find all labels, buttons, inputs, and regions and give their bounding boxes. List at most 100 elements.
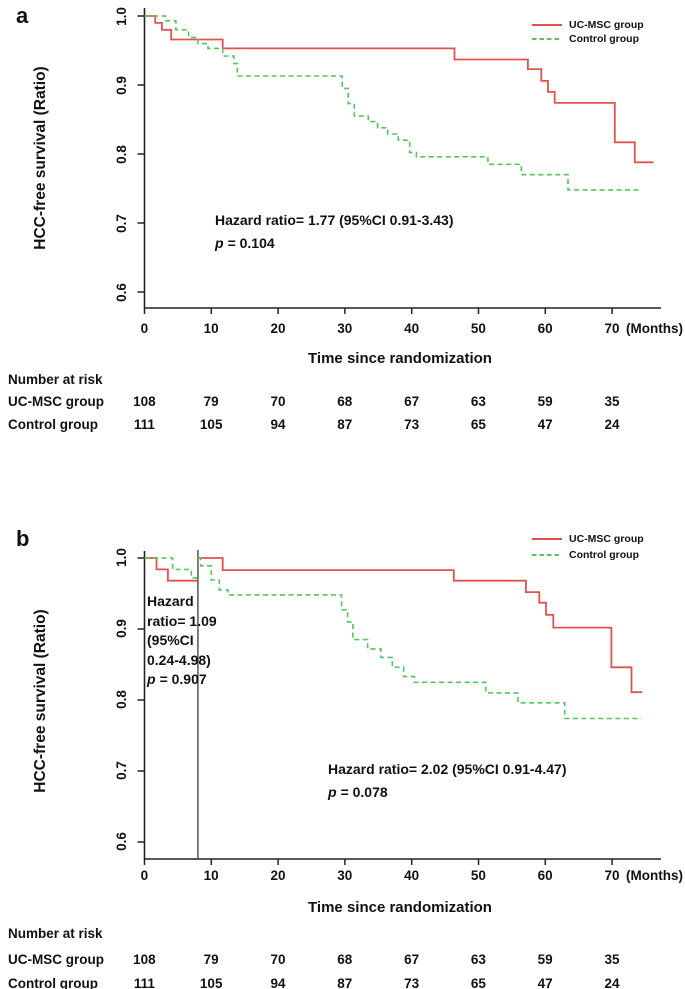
x-tick-label: 20 — [270, 321, 286, 336]
at-risk-value: 108 — [133, 394, 156, 409]
x-tick-labels-a: 0 10 20 30 40 50 60 70 — [111, 321, 646, 336]
y-tick-cell: 0.8 — [104, 664, 138, 735]
at-risk-value: 68 — [337, 394, 353, 409]
x-tick-label: 70 — [604, 321, 620, 336]
y-tick-cell: 0.7 — [104, 189, 138, 258]
hazard-ratio-lines: Hazard ratio= 1.09 (95%CI 0.24-4.98) — [147, 592, 237, 670]
at-risk-value: 108 — [133, 952, 156, 967]
legend-label-ucmsc: UC-MSC group — [569, 533, 644, 545]
at-risk-value: 70 — [270, 952, 286, 967]
y-tick-label: 1.0 — [113, 7, 129, 26]
y-tick-cell: 0.8 — [104, 120, 138, 189]
at-risk-value: 59 — [537, 952, 553, 967]
x-tick-label: 60 — [537, 321, 553, 336]
x-tick-label: 50 — [470, 321, 486, 336]
at-risk-value: 47 — [537, 976, 553, 989]
x-tick-label: 0 — [140, 321, 149, 336]
x-tick-label: 70 — [604, 868, 620, 883]
panel-a-letter: a — [16, 3, 29, 28]
at-risk-value: 105 — [199, 976, 223, 989]
km-curve-a-uc-msc-group — [144, 15, 654, 164]
x-tick-label: 10 — [203, 868, 219, 883]
legend-entry-control: Control group — [532, 547, 644, 563]
x-tick-label: 30 — [337, 868, 353, 883]
x-tick-label: 40 — [404, 868, 420, 883]
y-tick-cell: 0.7 — [104, 735, 138, 806]
km-curve-b-control-group — [197, 557, 642, 720]
x-axis-title-a: Time since randomization — [308, 350, 492, 367]
legend-entry-ucmsc: UC-MSC group — [532, 18, 644, 32]
hazard-ratio-line: Hazard ratio= 2.02 (95%CI 0.91-4.47) — [328, 761, 567, 777]
at-risk-value: 70 — [270, 394, 286, 409]
legend-label-control: Control group — [569, 549, 639, 561]
at-risk-value: 87 — [337, 976, 353, 989]
at-risk-value: 94 — [270, 976, 286, 989]
at-risk-value: 68 — [337, 952, 353, 967]
ucmsc-line-sample-icon — [532, 23, 562, 27]
at-risk-row-label-ucmsc-a: UC-MSC group — [8, 394, 104, 409]
hazard-annotation-a: Hazard ratio= 1.77 (95%CI 0.91-3.43) p = … — [215, 209, 454, 254]
y-tick-label: 0.7 — [113, 761, 129, 780]
p-value: = 0.907 — [159, 671, 207, 687]
x-axis-unit-b: (Months) — [626, 868, 683, 883]
x-tick-label: 60 — [537, 868, 553, 883]
x-tick-label: 10 — [203, 321, 219, 336]
at-risk-value: 47 — [537, 417, 553, 432]
y-tick-labels-b: 1.0 0.9 0.8 0.7 0.6 — [104, 522, 138, 877]
at-risk-value: 24 — [604, 976, 620, 989]
y-tick-label: 0.7 — [113, 214, 129, 233]
y-axis-title-b: HCC-free survival (Ratio) — [32, 609, 49, 793]
y-tick-label: 1.0 — [113, 548, 129, 567]
p-value: = 0.104 — [227, 234, 275, 251]
p-label: p — [328, 783, 337, 800]
p-value-line: p = 0.907 — [147, 670, 237, 690]
at-risk-row-label-control-b: Control group — [8, 976, 98, 989]
hazard-ratio-line: Hazard — [147, 593, 194, 609]
number-at-risk-title-b: Number at risk — [8, 926, 103, 941]
hazard-ratio-line: Hazard ratio= 1.77 (95%CI 0.91-3.43) — [215, 212, 454, 228]
ucmsc-line-sample-icon — [532, 537, 562, 541]
legend-entry-ucmsc: UC-MSC group — [532, 531, 644, 547]
y-tick-cell: 0.9 — [104, 51, 138, 120]
at-risk-value: 35 — [604, 394, 620, 409]
p-value: = 0.078 — [340, 783, 388, 800]
hazard-annotation-b-left: Hazard ratio= 1.09 (95%CI 0.24-4.98) p = 0.9… — [147, 592, 237, 690]
hazard-ratio-line: 0.24-4.98) — [147, 651, 211, 668]
x-tick-label: 20 — [270, 868, 286, 883]
km-curve-b-control-group — [144, 557, 198, 579]
y-tick-label: 0.6 — [113, 832, 129, 851]
at-risk-row-label-control-a: Control group — [8, 417, 98, 432]
hazard-annotation-b-right: Hazard ratio= 2.02 (95%CI 0.91-4.47) p = … — [328, 758, 567, 803]
y-tick-cell: 1.0 — [104, 0, 138, 51]
at-risk-value: 59 — [537, 394, 553, 409]
x-axis-unit-a: (Months) — [626, 321, 683, 336]
at-risk-values-ucmsc-a: 108 79 70 68 67 63 59 35 — [111, 394, 646, 409]
legend-label-ucmsc: UC-MSC group — [569, 19, 644, 31]
y-tick-label: 0.8 — [113, 690, 129, 709]
hazard-ratio-line: (95%CI — [147, 632, 194, 648]
at-risk-value: 111 — [133, 417, 155, 432]
p-label: p — [215, 234, 224, 251]
at-risk-value: 65 — [470, 976, 486, 989]
at-risk-value: 67 — [404, 394, 420, 409]
legend-entry-control: Control group — [532, 32, 644, 46]
at-risk-value: 65 — [470, 417, 486, 432]
control-line-sample-icon — [532, 553, 562, 557]
hazard-ratio-line: ratio= 1.09 — [147, 612, 217, 629]
at-risk-row-label-ucmsc-b: UC-MSC group — [8, 952, 104, 967]
x-axis-title-b: Time since randomization — [308, 899, 492, 916]
panel-b-letter: b — [16, 526, 30, 551]
at-risk-value: 73 — [404, 417, 420, 432]
p-value-line: p = 0.104 — [215, 232, 454, 255]
at-risk-value: 63 — [470, 952, 486, 967]
y-tick-cell: 0.6 — [104, 806, 138, 877]
p-label: p — [147, 671, 156, 687]
at-risk-value: 94 — [270, 417, 286, 432]
y-tick-label: 0.9 — [113, 619, 129, 638]
at-risk-value: 105 — [199, 417, 223, 432]
legend-a: UC-MSC group Control group — [532, 18, 644, 46]
x-tick-label: 30 — [337, 321, 353, 336]
legend-b: UC-MSC group Control group — [532, 531, 644, 563]
